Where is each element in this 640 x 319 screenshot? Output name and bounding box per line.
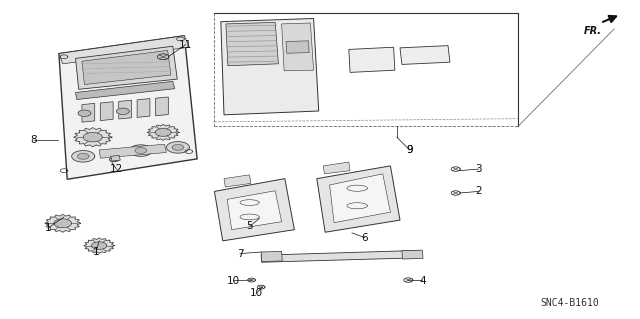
Polygon shape [226,22,278,66]
Polygon shape [282,23,314,71]
Text: 3: 3 [476,164,482,174]
Text: 7: 7 [237,249,243,259]
Polygon shape [111,155,120,161]
Polygon shape [82,50,171,85]
Text: 8: 8 [31,135,37,145]
Polygon shape [59,36,197,179]
Text: SNC4-B1610: SNC4-B1610 [540,298,599,308]
Polygon shape [82,103,95,122]
Polygon shape [156,129,171,136]
Text: 5: 5 [246,221,253,232]
Polygon shape [84,238,115,253]
Polygon shape [76,46,177,89]
Polygon shape [137,99,150,117]
Polygon shape [286,41,309,53]
Polygon shape [166,142,189,153]
Polygon shape [116,108,129,115]
Polygon shape [172,145,184,150]
Text: 11: 11 [179,40,192,50]
Text: 2: 2 [476,186,482,197]
Polygon shape [400,46,450,64]
Polygon shape [224,175,251,187]
Text: 12: 12 [110,164,123,174]
Polygon shape [45,214,81,232]
Polygon shape [323,162,350,174]
Polygon shape [317,166,400,232]
Text: 1: 1 [45,223,51,233]
Polygon shape [78,110,91,116]
Polygon shape [261,250,420,262]
Text: 6: 6 [362,233,368,243]
Polygon shape [72,151,95,162]
Polygon shape [54,219,72,228]
Polygon shape [100,102,113,121]
Polygon shape [83,132,102,142]
Polygon shape [77,153,89,159]
Text: 10: 10 [227,276,240,286]
Polygon shape [135,148,147,153]
Polygon shape [402,250,423,259]
Polygon shape [147,124,179,140]
Text: 9: 9 [406,145,413,155]
Text: 4: 4 [419,276,426,286]
Text: 9: 9 [406,145,413,155]
Polygon shape [99,144,166,158]
Polygon shape [221,19,319,115]
Text: FR.: FR. [584,26,602,35]
Polygon shape [59,36,189,64]
Polygon shape [227,191,282,230]
Polygon shape [76,81,175,100]
Polygon shape [119,100,132,119]
Text: 10: 10 [250,288,262,299]
Polygon shape [92,242,107,249]
Text: 1: 1 [93,247,99,257]
Polygon shape [74,128,112,147]
Polygon shape [156,97,168,116]
Polygon shape [349,47,395,72]
Polygon shape [129,145,152,156]
Polygon shape [109,157,118,162]
Polygon shape [214,179,294,241]
Polygon shape [261,251,282,262]
Polygon shape [330,174,390,223]
